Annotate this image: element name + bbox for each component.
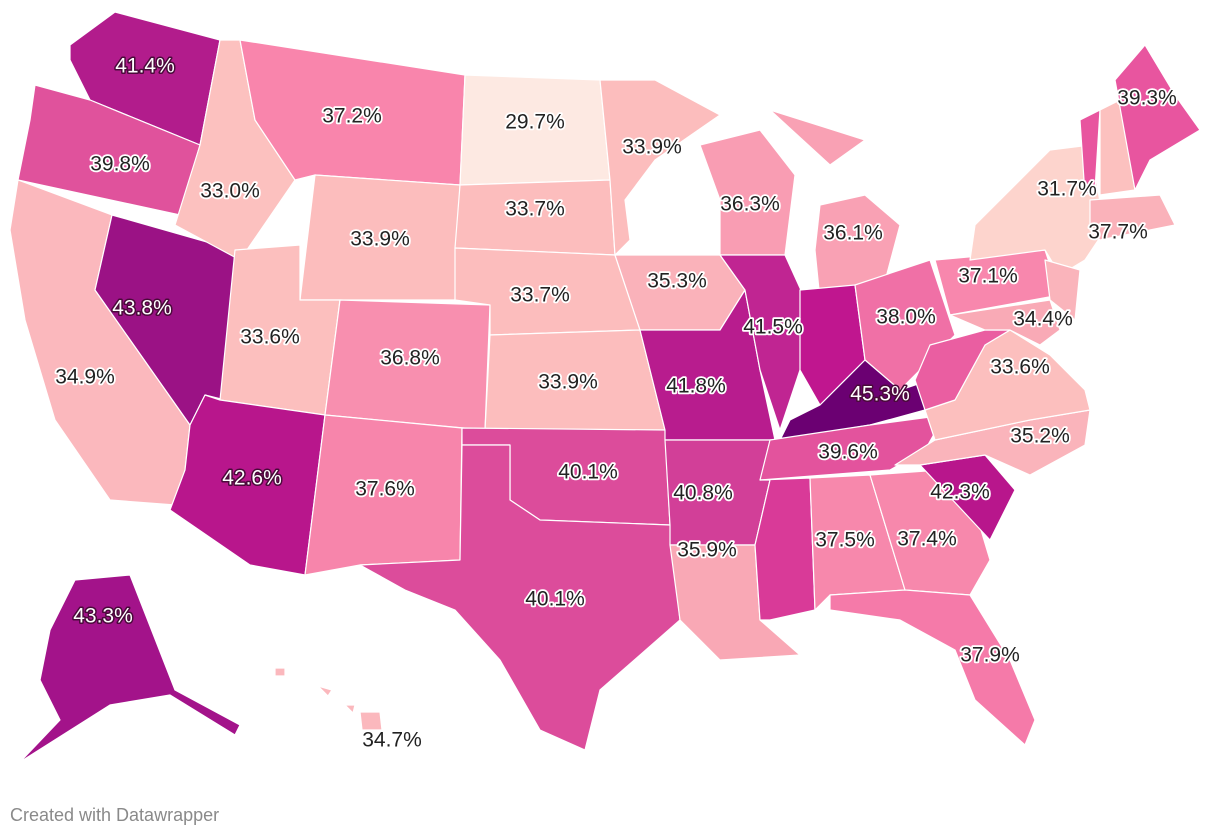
state-label-oh: 38.0% <box>876 306 936 329</box>
state-label-ak: 43.3% <box>73 605 133 628</box>
state-label-or: 39.8% <box>90 153 150 176</box>
state-label-ne: 33.7% <box>510 284 570 307</box>
state-labels: 41.4% 39.8% 34.9% 43.8% 33.0% 37.2% 33.9% 33.6%… <box>53 53 1178 753</box>
state-label-ut: 33.6% <box>240 326 300 349</box>
state-label-ks: 33.9% <box>538 371 598 394</box>
state-label-mn: 33.9% <box>622 136 682 159</box>
state-label-ga: 37.4% <box>897 528 957 551</box>
state-md[interactable] <box>949 299 1061 346</box>
state-label-ma: 37.7% <box>1088 221 1148 244</box>
state-ma[interactable] <box>1089 194 1176 241</box>
state-label-az: 42.6% <box>222 467 282 490</box>
state-label-pa: 37.1% <box>958 265 1018 288</box>
state-label-wy: 33.9% <box>350 228 410 251</box>
state-label-nc: 35.2% <box>1010 425 1070 448</box>
state-ak[interactable] <box>19 574 241 763</box>
state-label-sc: 42.3% <box>930 481 990 504</box>
map-credit[interactable]: Created with Datawrapper <box>10 805 220 825</box>
state-tx[interactable] <box>359 444 681 751</box>
state-label-wi: 36.3% <box>720 193 780 216</box>
state-me[interactable] <box>1114 44 1201 191</box>
state-label-nv: 43.8% <box>112 297 172 320</box>
state-label-ia: 35.3% <box>647 270 707 293</box>
state-label-ny: 31.7% <box>1037 178 1097 201</box>
state-ny[interactable] <box>969 144 1106 276</box>
state-nj[interactable] <box>1044 259 1081 321</box>
state-label-il: 41.5% <box>743 316 803 339</box>
state-label-sd: 33.7% <box>505 198 565 221</box>
state-label-ky: 45.3% <box>850 383 910 406</box>
state-label-hi: 34.7% <box>362 729 422 752</box>
state-label-ca: 34.9% <box>55 366 115 389</box>
state-label-wa: 41.4% <box>115 55 175 78</box>
state-label-co: 36.8% <box>380 347 440 370</box>
state-label-nm: 37.6% <box>355 478 415 501</box>
state-label-me: 39.3% <box>1117 87 1177 110</box>
state-label-tx: 40.1% <box>525 588 585 611</box>
state-label-la: 35.9% <box>677 539 737 562</box>
state-label-va: 33.6% <box>990 356 1050 379</box>
state-fl[interactable] <box>829 589 1036 746</box>
state-label-al: 37.5% <box>815 529 875 552</box>
state-label-tn: 39.6% <box>818 441 878 464</box>
state-label-mo: 41.8% <box>666 375 726 398</box>
state-mn[interactable] <box>599 79 721 256</box>
state-vt[interactable] <box>1079 109 1101 196</box>
state-label-fl: 37.9% <box>960 644 1020 667</box>
state-label-nd: 29.7% <box>505 111 565 134</box>
state-hi[interactable] <box>274 667 383 731</box>
state-label-ar: 40.8% <box>673 482 733 505</box>
state-mo[interactable] <box>639 289 776 441</box>
state-label-mt: 37.2% <box>322 105 382 128</box>
state-label-md: 34.4% <box>1013 308 1073 331</box>
state-label-ok: 40.1% <box>558 461 618 484</box>
state-label-id: 33.0% <box>200 180 260 203</box>
state-shapes <box>9 11 1201 763</box>
state-label-mi: 36.1% <box>823 222 883 245</box>
state-il[interactable] <box>719 254 811 431</box>
